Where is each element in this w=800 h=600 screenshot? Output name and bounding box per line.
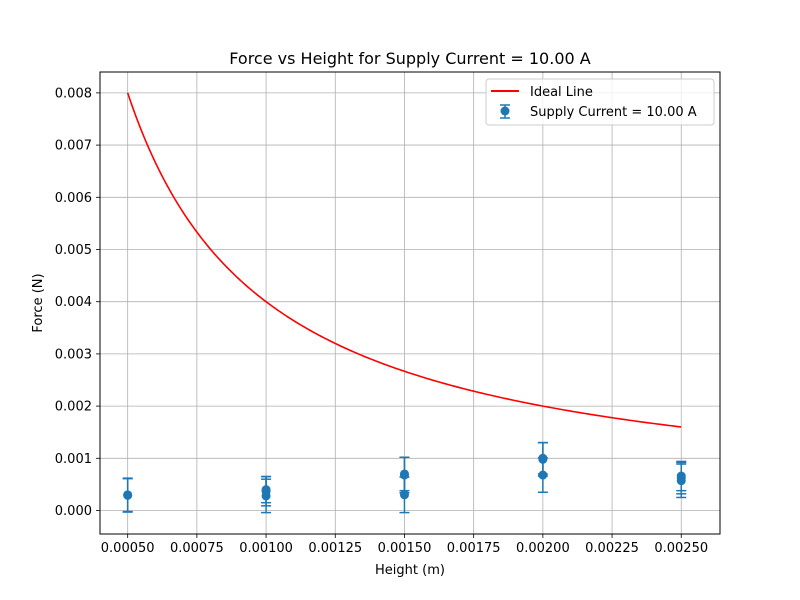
- legend-supply-current-label: Supply Current = 10.00 A: [530, 105, 697, 120]
- data-marker: [261, 485, 271, 495]
- grid-lines: [100, 72, 720, 534]
- y-tick-label: 0.007: [55, 139, 92, 154]
- x-tick-label: 0.00100: [239, 541, 293, 556]
- plot-frame: [99, 71, 721, 535]
- chart-title: Force vs Height for Supply Current = 10.…: [229, 49, 591, 68]
- y-axis-label: Force (N): [31, 273, 46, 332]
- ideal-line: [126, 92, 682, 428]
- y-tick-label: 0.000: [55, 504, 92, 519]
- legend-marker: [500, 106, 510, 116]
- data-points-layer: [122, 441, 687, 514]
- x-tick-label: 0.00250: [654, 541, 708, 556]
- x-axis-label: Height (m): [375, 563, 445, 578]
- x-tick-label: 0.00225: [585, 541, 639, 556]
- y-tick-label: 0.001: [55, 452, 92, 467]
- data-point: [261, 475, 272, 504]
- data-point: [122, 477, 133, 513]
- x-tick-label: 0.00050: [101, 541, 155, 556]
- legend-box: [485, 78, 715, 126]
- y-tick-label: 0.005: [55, 243, 92, 258]
- data-marker: [399, 469, 409, 479]
- legend: Ideal Line Supply Current = 10.00 A: [485, 78, 715, 126]
- x-tick-label: 0.00075: [170, 541, 224, 556]
- x-tick-label: 0.00200: [516, 541, 570, 556]
- x-tick-label: 0.00125: [308, 541, 362, 556]
- data-marker: [676, 471, 686, 481]
- x-tick-label: 0.00175: [447, 541, 501, 556]
- y-tick-label: 0.006: [55, 191, 92, 206]
- y-tick-label: 0.008: [55, 86, 92, 101]
- axis-ticks: 0.00050 0.00075 0.00100 0.00125 0.00150 0.001…: [55, 86, 708, 556]
- data-point: [399, 456, 410, 492]
- y-tick-label: 0.003: [55, 347, 92, 362]
- data-point: [676, 460, 687, 492]
- data-marker: [123, 490, 133, 500]
- y-tick-label: 0.004: [55, 295, 92, 310]
- data-marker: [538, 453, 548, 463]
- legend-ideal-line-label: Ideal Line: [530, 85, 593, 100]
- y-tick-label: 0.002: [55, 400, 92, 415]
- x-tick-label: 0.00150: [378, 541, 432, 556]
- data-point: [537, 441, 548, 475]
- ideal-line-layer: [126, 92, 682, 428]
